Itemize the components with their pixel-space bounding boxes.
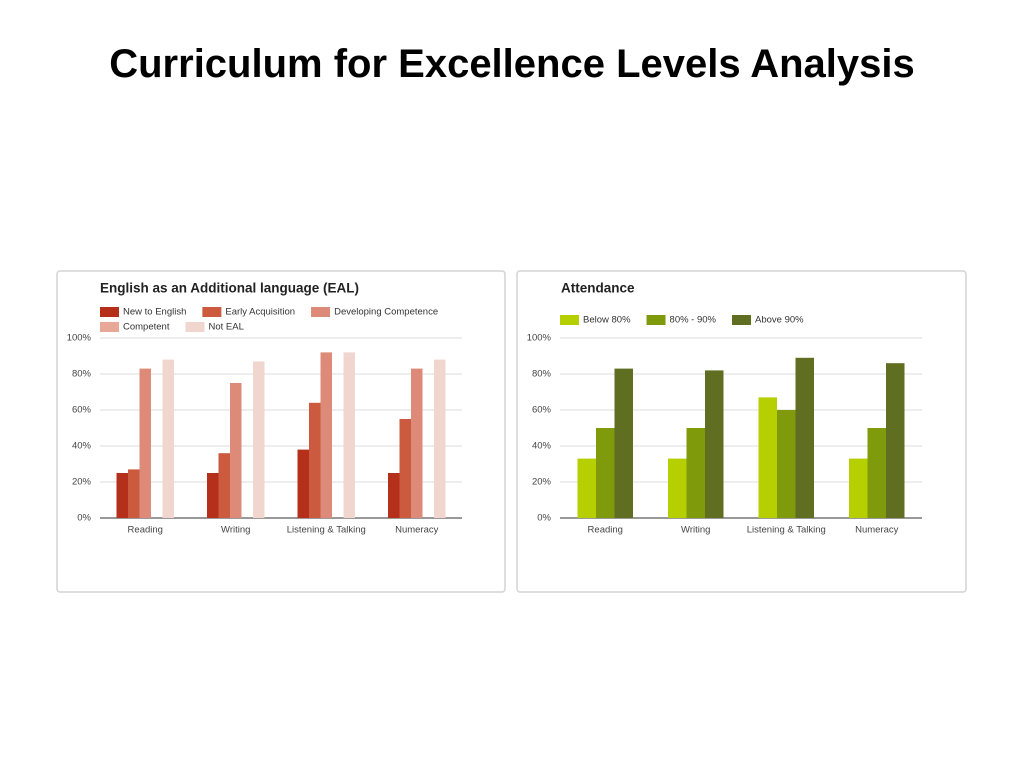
bar bbox=[320, 352, 332, 518]
bar bbox=[116, 473, 128, 518]
x-tick-label: Writing bbox=[681, 525, 710, 536]
x-tick-label: Reading bbox=[128, 525, 163, 536]
bar bbox=[758, 397, 777, 518]
bar bbox=[230, 383, 242, 518]
legend-swatch bbox=[560, 315, 579, 325]
legend-swatch bbox=[100, 307, 119, 317]
slide-title: Curriculum for Excellence Levels Analysi… bbox=[109, 42, 915, 86]
bar bbox=[411, 368, 423, 518]
y-tick-label: 20% bbox=[72, 477, 92, 488]
bar bbox=[399, 419, 411, 518]
x-tick-label: Listening & Talking bbox=[747, 525, 826, 536]
bar bbox=[388, 473, 400, 518]
bar bbox=[162, 359, 174, 518]
bar bbox=[614, 368, 633, 518]
y-tick-label: 60% bbox=[72, 405, 92, 416]
legend-label: Competent bbox=[123, 322, 170, 333]
legend-label: Early Acquisition bbox=[225, 307, 295, 318]
bar bbox=[777, 410, 796, 518]
legend-swatch bbox=[646, 315, 666, 325]
bar bbox=[886, 363, 905, 518]
y-tick-label: 100% bbox=[67, 333, 92, 344]
y-tick-label: 20% bbox=[532, 477, 552, 488]
legend-label: Not EAL bbox=[208, 322, 243, 333]
chart-title: English as an Additional language (EAL) bbox=[100, 281, 359, 296]
legend-label: Above 90% bbox=[755, 315, 804, 326]
bar bbox=[139, 368, 151, 518]
x-tick-label: Numeracy bbox=[395, 525, 439, 536]
bar bbox=[705, 370, 724, 518]
legend-swatch bbox=[732, 315, 752, 325]
bar bbox=[128, 469, 140, 518]
bar bbox=[343, 352, 355, 518]
y-tick-label: 80% bbox=[532, 369, 552, 380]
bar bbox=[207, 473, 219, 518]
bar bbox=[309, 402, 321, 518]
x-tick-label: Numeracy bbox=[855, 525, 899, 536]
y-tick-label: 80% bbox=[72, 369, 92, 380]
legend-label: New to English bbox=[123, 307, 186, 318]
bar bbox=[297, 449, 309, 518]
legend-swatch bbox=[185, 322, 205, 332]
bar bbox=[577, 458, 596, 518]
chart-title: Attendance bbox=[561, 281, 635, 296]
bar bbox=[218, 453, 230, 518]
y-tick-label: 40% bbox=[532, 441, 552, 452]
x-tick-label: Writing bbox=[221, 525, 250, 536]
y-tick-label: 0% bbox=[537, 513, 551, 524]
y-tick-label: 100% bbox=[527, 333, 552, 344]
legend-label: Below 80% bbox=[583, 315, 631, 326]
legend-label: Developing Competence bbox=[334, 307, 438, 318]
legend-label: 80% - 90% bbox=[670, 315, 717, 326]
legend-swatch bbox=[311, 307, 331, 317]
bar bbox=[668, 458, 687, 518]
x-tick-label: Reading bbox=[588, 525, 623, 536]
legend-swatch bbox=[202, 307, 222, 317]
y-tick-label: 0% bbox=[77, 513, 91, 524]
bar bbox=[596, 428, 615, 518]
y-tick-label: 40% bbox=[72, 441, 92, 452]
bar bbox=[434, 359, 446, 518]
bar bbox=[253, 361, 265, 518]
bar bbox=[795, 357, 814, 518]
legend-swatch bbox=[100, 322, 119, 332]
bar bbox=[849, 458, 868, 518]
bar bbox=[867, 428, 886, 518]
x-tick-label: Listening & Talking bbox=[287, 525, 366, 536]
y-tick-label: 60% bbox=[532, 405, 552, 416]
bar bbox=[686, 428, 705, 518]
